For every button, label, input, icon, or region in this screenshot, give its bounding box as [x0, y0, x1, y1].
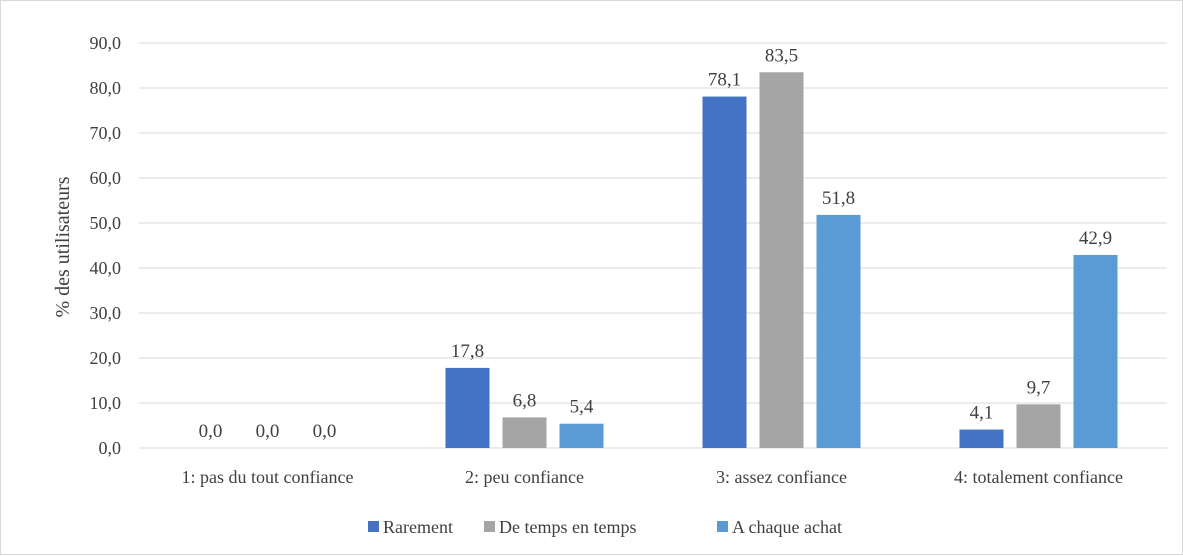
bar — [702, 96, 747, 449]
y-tick-label: 40,0 — [90, 258, 122, 278]
data-label: 42,9 — [1079, 228, 1112, 249]
y-tick-label: 90,0 — [90, 33, 122, 53]
gridlines — [139, 42, 1167, 449]
bar — [445, 367, 490, 448]
legend-label: A chaque achat — [732, 517, 842, 537]
bar — [1016, 404, 1061, 448]
data-label: 83,5 — [765, 45, 798, 66]
data-label: 6,8 — [513, 390, 537, 411]
y-tick-label: 20,0 — [90, 348, 122, 368]
bar — [559, 423, 604, 448]
y-tick-label: 50,0 — [90, 213, 122, 233]
data-label: 0,0 — [199, 421, 223, 442]
data-label: 4,1 — [970, 403, 994, 424]
y-tick-label: 60,0 — [90, 168, 122, 188]
data-label: 0,0 — [313, 421, 337, 442]
y-axis-title: % des utilisateurs — [52, 176, 74, 317]
legend: Rarement De temps en temps A chaque achat — [368, 517, 842, 537]
bars — [445, 72, 1118, 449]
category-label: 1: pas du tout confiance — [182, 467, 354, 487]
legend-swatch — [717, 521, 728, 532]
y-tick-label: 80,0 — [90, 78, 122, 98]
legend-swatch — [484, 521, 495, 532]
data-label: 9,7 — [1027, 377, 1051, 398]
legend-label: Rarement — [383, 517, 453, 537]
y-tick-label: 70,0 — [90, 123, 122, 143]
data-labels: 0,0 0,0 0,0 17,8 6,8 5,4 78,1 83,5 51,8 4,1 9,7 42,… — [199, 45, 1113, 442]
y-axis-ticks: 0,0 10,0 20,0 30,0 40,0 50,0 60,0 70,0 80,0 90,0 — [90, 33, 122, 458]
y-tick-label: 10,0 — [90, 393, 122, 413]
data-label: 51,8 — [822, 188, 855, 209]
data-label: 0,0 — [256, 421, 280, 442]
bar — [816, 214, 861, 448]
category-label: 2: peu confiance — [465, 467, 584, 487]
data-label: 78,1 — [708, 70, 741, 91]
y-tick-label: 0,0 — [99, 438, 122, 458]
y-tick-label: 30,0 — [90, 303, 122, 323]
bar — [1073, 254, 1118, 448]
data-label: 5,4 — [570, 397, 594, 418]
bar — [502, 417, 547, 448]
data-label: 17,8 — [451, 341, 484, 362]
legend-label: De temps en temps — [499, 517, 636, 537]
bar — [759, 72, 804, 448]
legend-swatch — [368, 521, 379, 532]
bar — [959, 429, 1004, 448]
category-label: 4: totalement confiance — [954, 467, 1123, 487]
category-label: 3: assez confiance — [716, 467, 847, 487]
x-axis-categories: 1: pas du tout confiance 2: peu confiance… — [182, 467, 1123, 487]
